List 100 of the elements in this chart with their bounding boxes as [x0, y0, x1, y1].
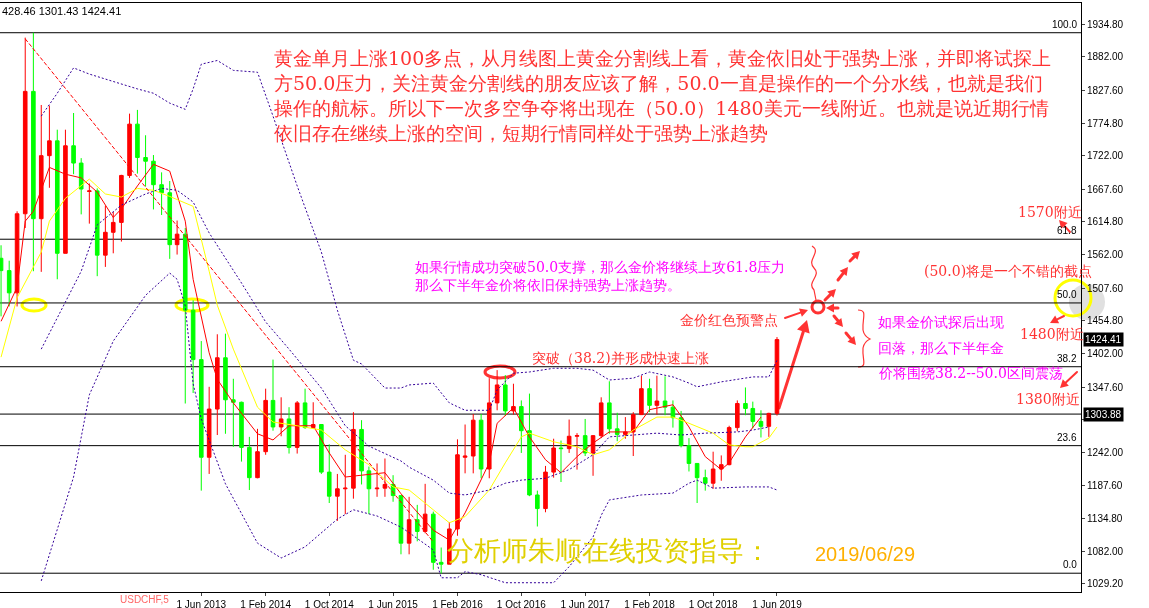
candlestick: [135, 109, 140, 175]
annotation: 23.6: [1057, 432, 1077, 443]
candlestick: [574, 432, 580, 471]
candlestick: [735, 399, 740, 432]
candlestick: [190, 299, 196, 394]
annotation: 38.2: [1057, 353, 1077, 364]
candlestick: [470, 413, 476, 474]
candlestick: [159, 171, 164, 216]
candlestick: [71, 112, 76, 175]
candlestick: [366, 466, 372, 515]
annotation: 428.46 1301.43 1424.41: [2, 5, 122, 17]
y-tick-label: 1614.80: [1087, 216, 1124, 228]
x-tick-label: 1 Oct 2018: [688, 599, 739, 608]
candlestick: [750, 401, 756, 429]
candlestick: [558, 440, 564, 483]
candlestick: [694, 462, 700, 504]
candlestick: [478, 413, 484, 479]
candlestick: [551, 438, 556, 479]
candlestick: [167, 180, 173, 260]
candlestick: [182, 227, 188, 404]
candlestick: [535, 490, 540, 527]
y-tick-label: 1029.20: [1087, 578, 1124, 590]
annotation: 61.8: [1057, 225, 1077, 236]
candlestick: [255, 428, 260, 479]
candlestick: [342, 454, 348, 515]
annotation: 100.0: [1052, 19, 1078, 30]
annotation: 如果金价试探后出现: [878, 314, 1004, 330]
x-tick-label: 1 Jun 2015: [368, 599, 419, 608]
y-tick-label: 1667.60: [1087, 183, 1124, 195]
candlestick: [511, 383, 516, 416]
candlestick: [326, 443, 332, 504]
annotation: 1570附近: [1018, 204, 1082, 220]
candlestick: [127, 113, 132, 179]
y-tick-label: 1082.00: [1087, 545, 1124, 557]
candlestick: [351, 411, 356, 500]
candlestick: [231, 378, 236, 448]
y-tick-label: 1882.00: [1087, 51, 1124, 63]
candlestick: [414, 504, 420, 542]
candlestick: [502, 374, 508, 417]
candlestick: [198, 340, 204, 492]
candlestick: [686, 437, 692, 472]
y-tick-label: 1454.80: [1087, 315, 1124, 327]
y-tick-label: 1187.60: [1087, 480, 1123, 492]
y-tick-label: 1562.00: [1087, 249, 1124, 261]
candlestick: [319, 424, 324, 475]
candlestick: [151, 154, 156, 210]
annotation: 0.0: [1063, 559, 1078, 570]
y-tick-label: 1134.80: [1087, 513, 1123, 525]
annotation: 金价红色预警点: [680, 312, 778, 328]
y-tick-label: 1774.80: [1087, 117, 1124, 129]
candlestick: [0, 244, 4, 317]
candlestick: [462, 424, 468, 474]
x-tick-label: 1 Oct 2016: [496, 599, 547, 608]
x-tick-label: 1 Jun 2017: [560, 599, 611, 608]
candlestick: [359, 419, 364, 485]
annotation: 1303.88: [1085, 409, 1122, 420]
candlestick: [206, 386, 212, 475]
candlestick: [286, 406, 292, 455]
candlestick: [87, 182, 92, 225]
annotation: 那么下半年金价将依旧保持强势上涨趋势。: [415, 277, 681, 293]
candlestick: [247, 436, 252, 491]
candlestick: [278, 396, 284, 437]
annotation: 50.0: [1057, 289, 1077, 300]
annotation: 依旧存在继续上涨的空间，短期行情同样处于强势上涨趋势: [274, 122, 768, 144]
y-tick-label: 1722.00: [1087, 150, 1124, 162]
candlestick: [639, 375, 644, 416]
candlestick: [374, 462, 380, 498]
y-tick-label: 1827.60: [1087, 84, 1124, 96]
candlestick: [543, 465, 548, 513]
candlestick: [143, 134, 148, 188]
candlestick: [119, 174, 124, 243]
y-tick-label: 1402.00: [1087, 347, 1124, 359]
candlestick: [455, 438, 460, 537]
annotation: 回落，那么下半年金: [878, 340, 1004, 356]
annotation: 1380附近: [1016, 391, 1080, 407]
x-tick-label: 1 Feb 2018: [624, 599, 676, 608]
candlestick: [527, 393, 532, 497]
x-tick-label: 1 Feb 2016: [432, 599, 484, 608]
candlestick: [438, 547, 444, 574]
annotation: 如果行情成功突破50.0支撑，那么金价将继续上攻61.8压力: [415, 259, 786, 275]
line-series: [40, 272, 778, 584]
y-tick-label: 1242.00: [1087, 446, 1124, 458]
candlestick: [566, 419, 572, 454]
candlestick: [215, 333, 220, 436]
annotation: 2019/06/29: [815, 543, 916, 565]
annotation: 黄金单月上涨100多点，从月线图上黄金分割线上看，黄金依旧处于强势上涨，并即将试探上: [274, 47, 1052, 69]
candlestick: [94, 187, 100, 277]
candlestick: [310, 401, 316, 429]
candlestick: [78, 157, 84, 215]
candlestick: [174, 220, 180, 256]
candlestick: [54, 129, 60, 280]
candlestick: [239, 401, 244, 463]
candlestick: [726, 425, 732, 466]
annotation: 价将围绕38.2--50.0区间震荡: [878, 365, 1063, 381]
candlestick: [14, 210, 20, 307]
candlestick: [718, 454, 724, 482]
text: USDCHF,5: [120, 594, 170, 605]
candlestick: [654, 375, 660, 416]
candlestick: [335, 473, 340, 522]
candlestick: [702, 469, 708, 492]
